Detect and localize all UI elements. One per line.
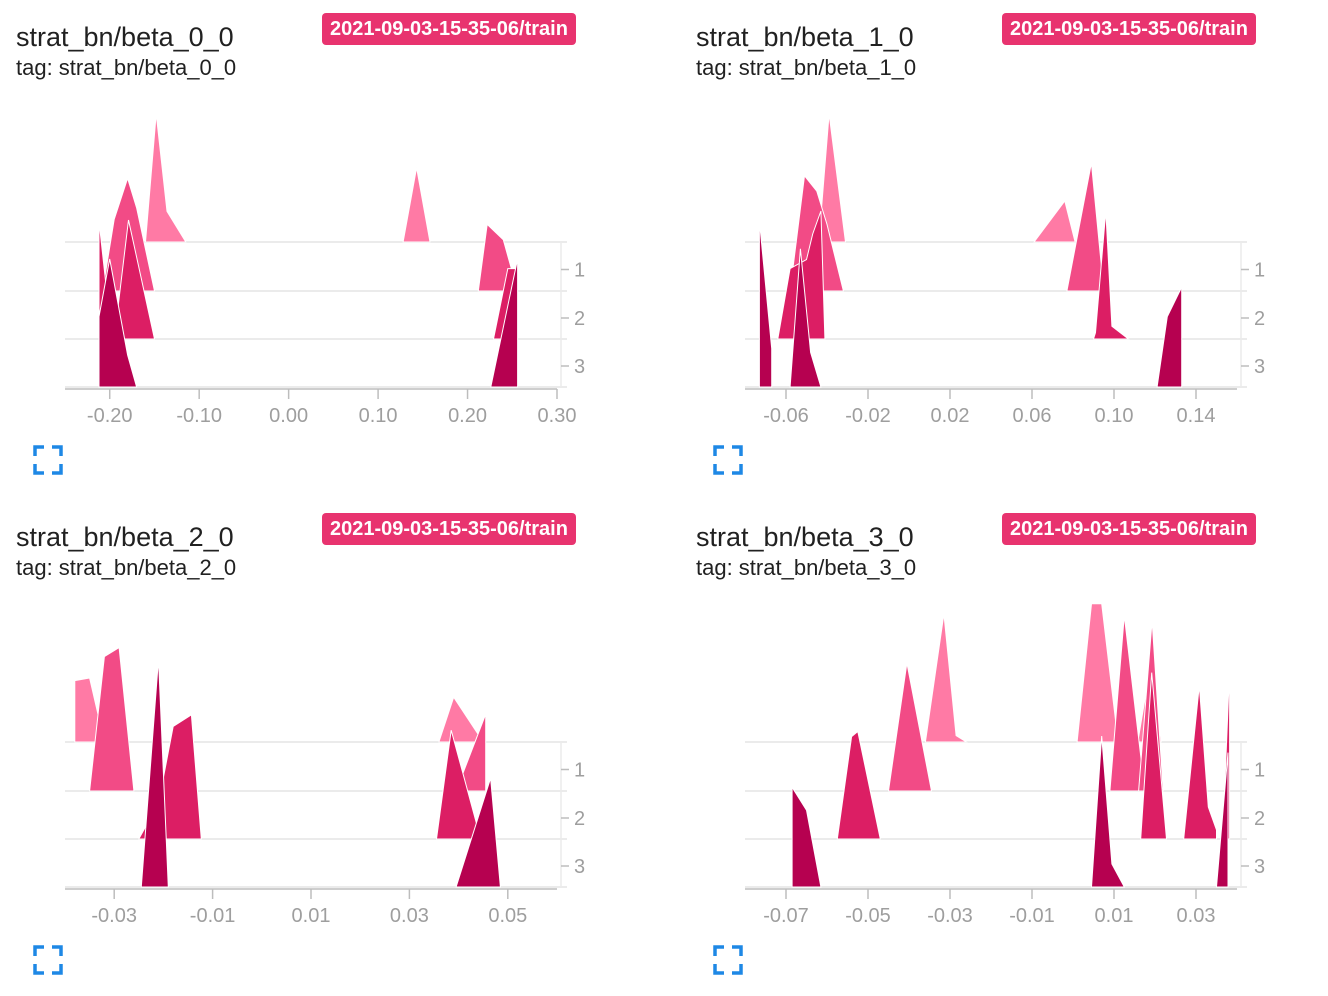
histogram-chart: -0.06 -0.02 0.02 0.06 0.10 0.14 1 2 3 <box>745 113 1265 427</box>
histogram-peak <box>1033 199 1076 243</box>
x-tick-label: 0.30 <box>538 405 577 427</box>
x-tick-label: 0.10 <box>1095 405 1134 427</box>
histogram-peak <box>836 730 881 840</box>
histogram-peak <box>1076 603 1119 743</box>
series-step-3 <box>791 735 1229 888</box>
x-tick-label: 0.00 <box>269 405 308 427</box>
histogram-peak <box>789 248 822 388</box>
histogram-card-1: strat_bn/beta_1_0 tag: strat_bn/beta_1_0… <box>680 0 1320 490</box>
histogram-card-3: strat_bn/beta_3_0 tag: strat_bn/beta_3_0… <box>680 500 1320 990</box>
step-tick-label: 3 <box>1254 356 1265 378</box>
histogram-card-0: strat_bn/beta_0_0 tag: strat_bn/beta_0_0… <box>0 0 640 490</box>
histogram-peak <box>791 785 822 888</box>
fullscreen-icon[interactable] <box>713 945 743 975</box>
x-tick-label: -0.20 <box>87 405 133 427</box>
step-tick-label: 2 <box>1254 308 1265 330</box>
series-step-3 <box>758 220 1183 388</box>
series-step-3 <box>98 258 519 388</box>
x-tick-label: 0.01 <box>292 905 331 927</box>
x-tick-label: -0.06 <box>763 405 809 427</box>
run-badge: 2021-09-03-15-35-06/train <box>1002 513 1256 545</box>
step-tick-label: 3 <box>574 856 585 878</box>
series-step-1 <box>89 646 487 792</box>
histogram-peak <box>455 778 501 888</box>
fullscreen-icon[interactable] <box>33 445 63 475</box>
step-tick-label: 1 <box>1254 260 1265 282</box>
histogram-peak <box>1183 685 1217 840</box>
histogram-peak <box>144 113 187 243</box>
x-tick-label: 0.02 <box>931 405 970 427</box>
card-title: strat_bn/beta_3_0 <box>696 522 914 552</box>
series-step-1 <box>887 615 1164 792</box>
x-tick-label: -0.03 <box>91 905 137 927</box>
step-tick-label: 1 <box>574 260 585 282</box>
histogram-peak <box>1140 672 1168 840</box>
run-badge: 2021-09-03-15-35-06/train <box>322 13 576 45</box>
histogram-peak <box>1156 286 1183 388</box>
card-tag: tag: strat_bn/beta_0_0 <box>16 55 237 80</box>
card-tag: tag: strat_bn/beta_2_0 <box>16 555 237 580</box>
histogram-peak <box>924 613 969 743</box>
histogram-peak <box>818 113 847 243</box>
histogram-peak <box>758 220 773 388</box>
x-tick-label: -0.05 <box>845 905 891 927</box>
step-tick-label: 1 <box>1254 760 1265 782</box>
histogram-peak <box>887 662 933 792</box>
histogram-peak <box>113 219 156 340</box>
card-title: strat_bn/beta_0_0 <box>16 22 234 52</box>
histogram-chart: -0.07 -0.05 -0.03 -0.01 0.01 0.03 1 2 3 <box>745 603 1265 927</box>
step-tick-label: 2 <box>574 308 585 330</box>
histogram-peak <box>1109 615 1146 792</box>
x-tick-label: -0.01 <box>190 905 236 927</box>
series-step-0 <box>144 113 431 243</box>
run-badge: 2021-09-03-15-35-06/train <box>1002 13 1256 45</box>
step-tick-label: 3 <box>574 356 585 378</box>
histogram-peak <box>1092 210 1130 340</box>
histogram-card-2: strat_bn/beta_2_0 tag: strat_bn/beta_2_0… <box>0 500 640 990</box>
histogram-chart: -0.20 -0.10 0.00 0.10 0.20 0.30 1 2 3 <box>65 113 585 427</box>
x-tick-label: -0.01 <box>1009 905 1055 927</box>
card-title: strat_bn/beta_2_0 <box>16 522 234 552</box>
x-tick-label: -0.03 <box>927 905 973 927</box>
histogram-peak <box>140 659 169 888</box>
fullscreen-icon[interactable] <box>713 445 743 475</box>
x-tick-label: -0.10 <box>176 405 222 427</box>
series-step-0 <box>818 113 1076 243</box>
histogram-peak <box>490 258 519 388</box>
series-step-3 <box>140 659 501 888</box>
card-tag: tag: strat_bn/beta_3_0 <box>696 555 917 580</box>
histogram-peak <box>89 646 135 792</box>
run-badge: 2021-09-03-15-35-06/train <box>322 513 576 545</box>
x-tick-label: 0.03 <box>1177 905 1216 927</box>
x-tick-label: 0.06 <box>1013 405 1052 427</box>
x-tick-label: 0.14 <box>1177 405 1216 427</box>
series-step-2 <box>137 713 482 840</box>
x-tick-label: -0.02 <box>845 405 891 427</box>
histogram-peak <box>455 714 487 792</box>
x-tick-label: 0.03 <box>390 905 429 927</box>
x-tick-label: -0.07 <box>763 905 809 927</box>
step-tick-label: 2 <box>574 808 585 830</box>
histogram-peak <box>1066 162 1105 292</box>
histogram-peak <box>435 730 482 840</box>
histogram-peak <box>1090 735 1126 888</box>
card-title: strat_bn/beta_1_0 <box>696 22 914 52</box>
histogram-chart: -0.03 -0.01 0.01 0.03 0.05 1 2 3 <box>65 646 585 927</box>
fullscreen-icon[interactable] <box>33 945 63 975</box>
histogram-peak <box>402 167 431 243</box>
histogram-peak <box>438 696 485 743</box>
step-tick-label: 1 <box>574 760 585 782</box>
card-tag: tag: strat_bn/beta_1_0 <box>696 55 917 80</box>
histogram-peak <box>1215 752 1229 888</box>
step-tick-label: 3 <box>1254 856 1265 878</box>
series-step-0 <box>74 677 485 743</box>
x-tick-label: 0.10 <box>359 405 398 427</box>
step-tick-label: 2 <box>1254 808 1265 830</box>
x-tick-label: 0.01 <box>1095 905 1134 927</box>
x-tick-label: 0.20 <box>448 405 487 427</box>
x-tick-label: 0.05 <box>488 905 527 927</box>
histogram-peak <box>98 258 138 388</box>
